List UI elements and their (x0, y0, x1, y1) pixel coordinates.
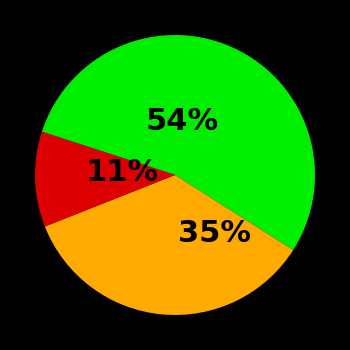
Wedge shape (35, 132, 175, 226)
Text: 11%: 11% (85, 158, 158, 187)
Wedge shape (45, 175, 293, 315)
Text: 35%: 35% (178, 219, 251, 248)
Text: 54%: 54% (146, 107, 218, 136)
Wedge shape (42, 35, 315, 250)
